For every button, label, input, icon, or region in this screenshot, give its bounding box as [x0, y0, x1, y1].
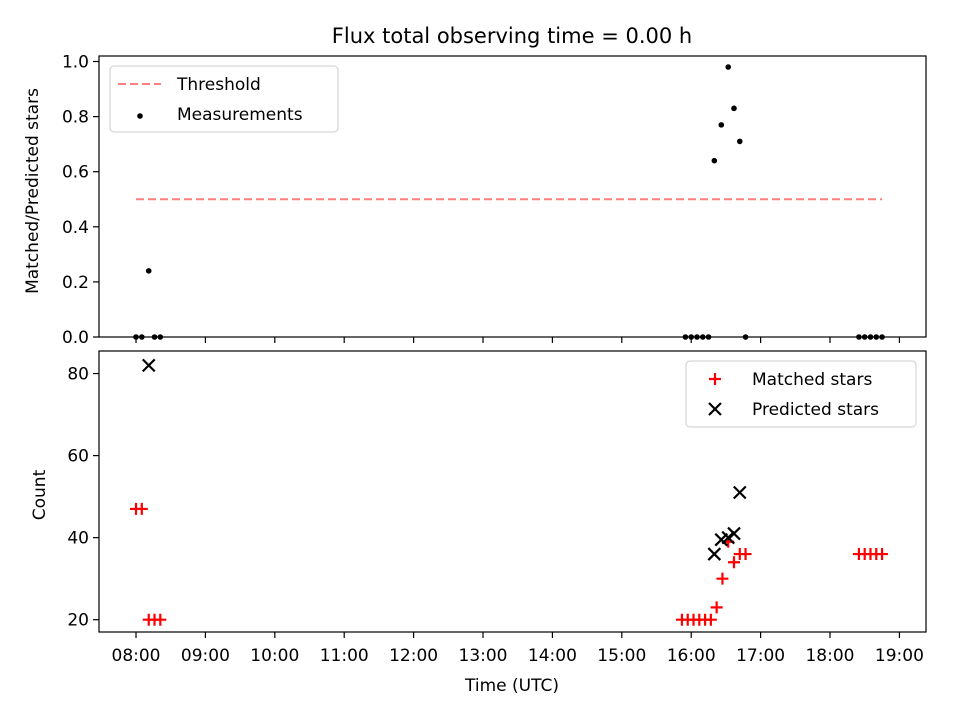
predicted-stars-point: [141, 358, 156, 373]
measurement-point: [711, 157, 718, 164]
x-tick-label: 18:00: [805, 646, 854, 666]
y-tick-label: 20: [67, 611, 89, 631]
x-tick-label: 13:00: [459, 646, 508, 666]
legend-predicted-stars-marker: [708, 402, 722, 416]
chart-title: Flux total observing time = 0.00 h: [332, 24, 692, 48]
legend-measurements-marker: [137, 113, 143, 119]
measurement-point: [725, 64, 732, 70]
measurement-point: [133, 334, 139, 340]
measurement-point: [731, 105, 737, 112]
x-tick-label: 08:00: [112, 646, 161, 666]
legend-frame: [685, 360, 917, 428]
measurement-point: [699, 334, 706, 340]
x-tick-label: 12:00: [389, 646, 438, 666]
matched-stars-point: [135, 502, 148, 515]
measurement-point: [856, 334, 862, 340]
matched-stars-point: [704, 613, 717, 626]
axes-frame: [98, 350, 927, 633]
x-tick-label: 19:00: [875, 646, 924, 666]
ratio-panel: 0.0 0.2 0.4 0.6 0.8 1.0 Matched/Predicted star…: [23, 53, 927, 348]
x-tick-label: 15:00: [597, 646, 646, 666]
legend: Threshold Measurements: [109, 65, 339, 133]
legend-matched-stars-label: Matched stars: [752, 370, 872, 390]
y-axis-label: Count: [30, 469, 50, 520]
measurement-point: [682, 334, 689, 340]
y-tick-label: 40: [67, 529, 89, 549]
legend-threshold-label: Threshold: [176, 75, 261, 95]
y-tick-label: 1.0: [62, 53, 89, 73]
y-tick-label: 0.2: [62, 273, 89, 293]
y-tick-label: 60: [67, 447, 89, 467]
predicted-stars-point: [727, 526, 741, 541]
legend-matched-stars-marker: [709, 373, 721, 385]
measurement-point: [718, 122, 725, 128]
x-tick-label: 11:00: [320, 646, 369, 666]
measurement-point: [694, 334, 700, 340]
predicted-stars-point: [721, 530, 735, 545]
axes-frame: [98, 55, 927, 338]
count-panel: 20 40 60 80 Count 08:00 09:00 10:00 11:00 12:00 13…: [30, 350, 927, 666]
measurement-point: [867, 334, 874, 340]
y-axis-label: Matched/Predicted stars: [23, 88, 43, 294]
measurement-point: [145, 268, 152, 274]
y-tick-label: 0.0: [62, 328, 89, 348]
matched-stars-point: [727, 556, 740, 569]
y-tick-label: 0.6: [62, 163, 89, 183]
x-axis-label: Time (UTC): [464, 676, 559, 696]
x-tick-label: 17:00: [736, 646, 785, 666]
x-tick-label: 14:00: [528, 646, 577, 666]
measurement-point: [151, 334, 158, 340]
measurement-point: [742, 334, 749, 340]
measurement-point: [705, 334, 712, 340]
measurement-point: [688, 334, 695, 340]
y-tick-label: 0.4: [62, 218, 89, 238]
measurement-point: [873, 334, 880, 340]
x-tick-label: 09:00: [181, 646, 230, 666]
legend-measurements-label: Measurements: [177, 105, 303, 125]
measurement-point: [879, 334, 885, 340]
legend: Matched stars Predicted stars: [685, 360, 917, 428]
matched-stars-point: [154, 613, 167, 626]
x-tick-label: 16:00: [667, 646, 716, 666]
measurement-point: [861, 334, 868, 340]
predicted-stars-point: [733, 485, 747, 500]
predicted-stars-point: [707, 547, 722, 561]
measurement-point: [138, 334, 145, 340]
matched-stars-point: [739, 548, 752, 561]
y-tick-label: 0.8: [62, 108, 89, 128]
measurement-point: [736, 138, 743, 145]
legend-predicted-stars-label: Predicted stars: [752, 400, 879, 420]
matched-stars-point: [716, 572, 729, 585]
y-tick-label: 80: [67, 365, 89, 385]
legend-frame: [109, 65, 339, 133]
measurement-point: [157, 334, 164, 340]
matched-stars-point: [876, 548, 889, 561]
x-tick-label: 10:00: [250, 646, 299, 666]
matched-stars-point: [710, 601, 723, 614]
